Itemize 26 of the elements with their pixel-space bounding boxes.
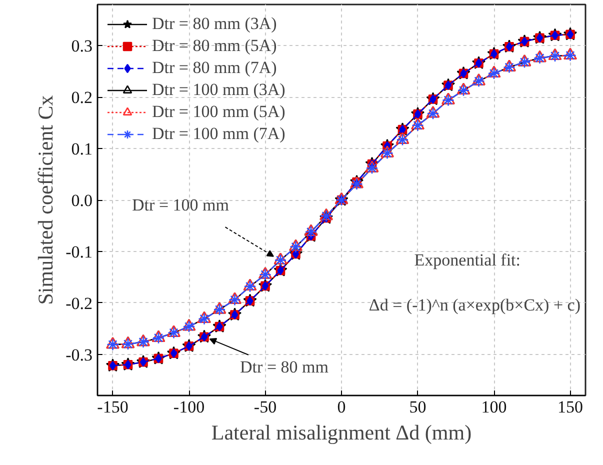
legend-label: Dtr = 100 mm (7A) bbox=[152, 124, 286, 144]
y-tick-label: 0.1 bbox=[71, 140, 92, 159]
legend-label: Dtr = 100 mm (5A) bbox=[152, 102, 286, 122]
y-tick-label: 0.3 bbox=[71, 36, 92, 56]
legend-label: Dtr = 80 mm (3A) bbox=[152, 14, 277, 34]
x-tick-label: 100 bbox=[481, 398, 507, 416]
y-tick-label: 0.0 bbox=[71, 191, 92, 210]
annotation: Dtr = 80 mm bbox=[240, 357, 328, 376]
legend-label: Dtr = 80 mm (7A) bbox=[152, 58, 277, 78]
x-tick-label: 150 bbox=[558, 398, 583, 416]
x-tick-label: -150 bbox=[97, 398, 128, 416]
legend-label: Dtr = 80 mm (5A) bbox=[152, 36, 277, 56]
y-tick-label: 0.2 bbox=[71, 88, 92, 108]
y-tick-label: -0.1 bbox=[66, 242, 93, 262]
x-tick-label: 50 bbox=[409, 398, 426, 416]
legend-label: Dtr = 100 mm (3A) bbox=[152, 80, 286, 100]
annotation: Δd = (-1)^n (a×exp(b×Cx) + c) bbox=[368, 296, 581, 314]
x-tick-label: -50 bbox=[254, 398, 277, 416]
annotation: Dtr = 100 mm bbox=[132, 196, 229, 215]
x-tick-label: -100 bbox=[173, 398, 205, 416]
annotation: Exponential fit: bbox=[414, 250, 521, 270]
x-tick-label: 0 bbox=[337, 398, 346, 416]
y-axis-title: Simulated coefficient Cx bbox=[34, 94, 58, 305]
y-tick-label: -0.2 bbox=[66, 294, 93, 313]
x-axis-title: Lateral misalignment Δd (mm) bbox=[211, 420, 472, 444]
y-tick-label: -0.3 bbox=[66, 345, 93, 364]
